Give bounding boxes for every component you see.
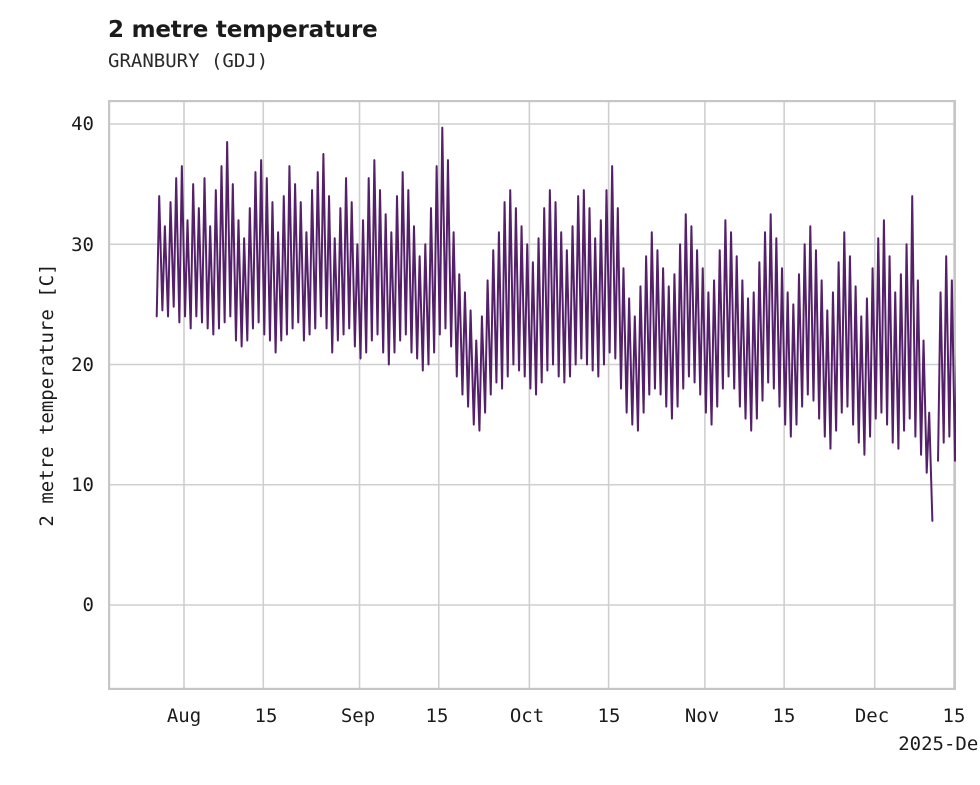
- plot-area: [108, 100, 956, 690]
- y-tick-0: 0: [82, 594, 94, 616]
- x-tick-sep-15: 15: [425, 705, 449, 727]
- x-tick-nov-15: 15: [772, 705, 796, 727]
- temperature-line-chart: [108, 100, 956, 690]
- y-tick-40: 40: [71, 113, 94, 135]
- x-tick-sep: Sep: [340, 705, 376, 727]
- x-tick-nov: Nov: [684, 705, 720, 727]
- y-tick-10: 10: [71, 474, 94, 496]
- x-tick-dec: Dec: [854, 705, 890, 727]
- x-tick-aug: Aug: [166, 705, 202, 727]
- x-tick-aug-15: 15: [254, 705, 278, 727]
- temperature-series-line: [155, 126, 956, 522]
- x-tick-dec-15: 15: [942, 705, 966, 727]
- y-tick-20: 20: [71, 354, 94, 376]
- x-tick-oct-15: 15: [597, 705, 621, 727]
- station-subtitle: GRANBURY (GDJ): [108, 50, 269, 72]
- y-tick-30: 30: [71, 234, 94, 256]
- plot-frame: [108, 100, 956, 690]
- x-axis-label: 2025-Dec: [898, 733, 980, 755]
- x-tick-oct: Oct: [509, 705, 545, 727]
- page-title: 2 metre temperature: [108, 17, 378, 43]
- chart-header: 2 metre temperature GRANBURY (GDJ): [108, 16, 908, 74]
